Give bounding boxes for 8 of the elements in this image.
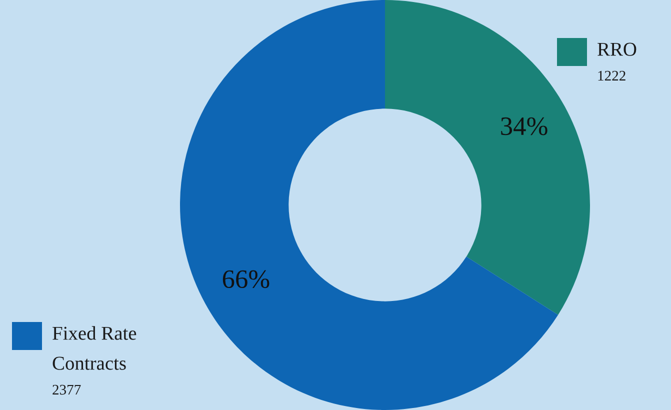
donut-slice [180, 0, 558, 410]
legend-label: Fixed Rate Contracts [52, 326, 136, 370]
data-label: 66% [222, 270, 270, 288]
legend-label: RRO [598, 42, 636, 56]
text: 1222 [598, 70, 626, 81]
data-label: 34% [501, 117, 548, 136]
donut-slice [385, 0, 590, 315]
text: 2377 [52, 384, 81, 395]
